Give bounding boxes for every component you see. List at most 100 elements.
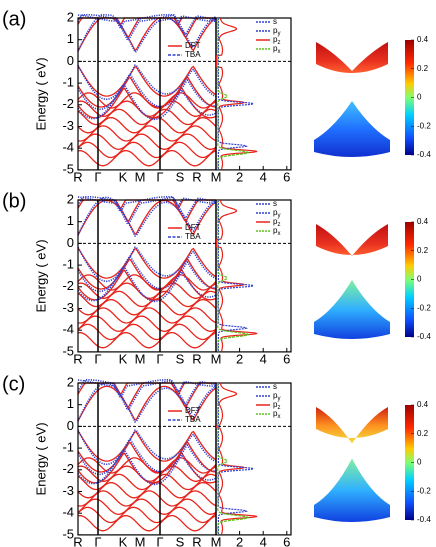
dos-legend-label: s — [273, 382, 277, 391]
legend-text: p — [273, 35, 278, 44]
lower-cone — [314, 280, 390, 339]
dft-band — [77, 307, 217, 324]
y-tick-label: 2 — [67, 191, 74, 206]
dft-band — [77, 125, 217, 142]
tba-band — [77, 429, 217, 466]
k-label: M — [135, 351, 146, 366]
upper-cone — [316, 224, 388, 256]
colorbar — [405, 222, 414, 337]
y-tick-label: 1 — [67, 213, 74, 228]
colorbar — [405, 405, 414, 520]
k-label: Γ — [94, 534, 101, 547]
dos-legend-label: px — [273, 226, 280, 236]
y-tick-label: 1 — [67, 396, 74, 411]
dft-band — [77, 116, 217, 134]
dos-px — [217, 200, 250, 352]
panel-label: (a) — [2, 8, 26, 30]
upper-cone — [316, 42, 388, 73]
y-tick-label: 2 — [67, 374, 74, 389]
dft-band — [77, 457, 217, 474]
tba-band — [77, 256, 217, 293]
y-tick-label: -2 — [62, 96, 74, 111]
k-label: R — [73, 534, 82, 547]
k-label: Γ — [156, 351, 163, 366]
colorbar-tick-label: 0.4 — [417, 400, 429, 409]
dos-tick-label: 6 — [283, 169, 290, 184]
k-label: M — [211, 169, 222, 184]
tba-band — [77, 382, 217, 423]
dft-band — [77, 92, 217, 109]
k-label: R — [192, 534, 201, 547]
y-tick-label: -4 — [62, 505, 74, 520]
legend-text: p — [273, 391, 278, 400]
k-label: K — [119, 169, 128, 184]
dos-px — [217, 383, 250, 535]
dos-legend-label: px — [273, 409, 280, 419]
y-tick-label: -5 — [62, 343, 74, 358]
y-tick-label: 2 — [67, 9, 74, 24]
dft-band — [77, 298, 217, 316]
dos-legend-label: py — [273, 208, 280, 218]
dft-band — [77, 199, 217, 236]
legend-text: p — [273, 226, 278, 235]
y-tick-label: -4 — [62, 322, 74, 337]
dft-band — [77, 514, 217, 532]
dos-py — [217, 18, 256, 170]
dft-band — [77, 149, 217, 167]
colorbar-tick-label: -0.2 — [417, 486, 431, 495]
dos-tick-label: 2 — [236, 534, 243, 547]
dos-tick-label: 4 — [260, 169, 267, 184]
legend-sub: y — [277, 213, 280, 219]
dft-band — [77, 133, 217, 150]
legend-label: DFT — [185, 223, 201, 232]
dft-band — [77, 331, 217, 349]
y-tick-label: 0 — [67, 418, 74, 433]
lower-cone — [314, 458, 390, 522]
dos-legend-label: pz — [273, 400, 280, 410]
dos-legend-label: pz — [273, 217, 280, 227]
dft-band — [77, 506, 217, 524]
legend-sub: x — [277, 49, 280, 55]
colorbar-tick-label: 0.4 — [417, 217, 429, 226]
y-tick-label: -1 — [62, 257, 74, 272]
k-label: R — [73, 351, 82, 366]
k-label: M — [211, 534, 222, 547]
k-label: M — [135, 169, 146, 184]
tba-band — [77, 439, 217, 476]
dos-legend-label: py — [273, 391, 280, 401]
k-label: S — [176, 169, 185, 184]
colorbar-tick-label: 0.2 — [417, 429, 429, 438]
dos-legend-label: s — [273, 199, 277, 208]
y-axis-label: Energy ( eV) — [33, 239, 48, 312]
dft-band — [77, 481, 217, 499]
legend-text: p — [273, 208, 278, 217]
tba-band — [77, 266, 217, 303]
y-tick-label: -2 — [62, 461, 74, 476]
tba-band — [77, 64, 217, 101]
tba-band — [77, 196, 217, 238]
lower-cone — [314, 101, 390, 157]
colorbar-tick-label: 0 — [417, 458, 422, 467]
y-tick-label: -5 — [62, 526, 74, 541]
dft-band — [77, 323, 217, 341]
y-tick-label: 0 — [67, 53, 74, 68]
legend-text: s — [273, 17, 277, 26]
y-tick-label: 1 — [67, 31, 74, 46]
dft-band — [77, 315, 217, 332]
panel-label: (b) — [2, 190, 26, 212]
colorbar-tick-label: -0.4 — [417, 515, 431, 524]
dos-tick-label: 6 — [283, 351, 290, 366]
k-label: Γ — [94, 169, 101, 184]
legend-text: p — [273, 400, 278, 409]
y-tick-label: -2 — [62, 278, 74, 293]
dft-band — [77, 430, 217, 462]
dft-band — [77, 247, 217, 279]
legend-label: TBA — [185, 232, 201, 241]
k-label: M — [135, 534, 146, 547]
y-tick-label: 0 — [67, 235, 74, 250]
panel-label: (c) — [2, 373, 25, 395]
dos-tick-label: 4 — [260, 534, 267, 547]
dft-band — [77, 385, 217, 422]
dft-band — [77, 498, 217, 515]
